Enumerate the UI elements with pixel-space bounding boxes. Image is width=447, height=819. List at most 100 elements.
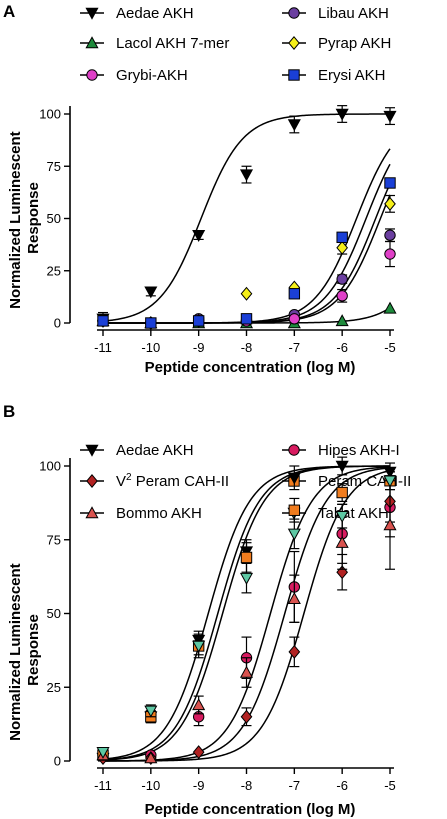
panel-a-legend-marker-erysi-akh <box>288 69 300 81</box>
panel-a-point-erysi-akh <box>145 317 157 329</box>
panel-b-point-bommo-akh <box>239 665 254 678</box>
panel-a-point-aedae-akh <box>239 169 254 182</box>
panel-a-y-axis-title-line1: Normalized Luminescent <box>7 131 24 309</box>
panel-a-point-grybi-akh <box>288 313 301 325</box>
panel-a-x-tick-label: -9 <box>193 340 205 355</box>
panel-b-point-v-peram-cah-ii <box>192 745 205 760</box>
panel-a-point-aedae-akh <box>383 110 397 123</box>
panel-b-point-tabat-akh <box>335 510 349 523</box>
panel-a-point-pyrap-akh <box>336 240 349 255</box>
panel-a-x-tick-label: -5 <box>384 340 396 355</box>
panel-a-point-aedae-akh <box>144 286 158 299</box>
panel-a-point-erysi-akh <box>336 231 348 244</box>
panel-b-legend-marker-hipes-akh-i <box>288 444 300 456</box>
panel-a-y-tick-label: 100 <box>39 107 61 122</box>
panel-a-x-tick-label: -10 <box>141 340 160 355</box>
panel-a-point-erysi-akh <box>97 315 109 327</box>
panel-b-plot: 0 25 50 75 100 -11 -10 -9 -8 -7 -6 -5 <box>39 456 397 793</box>
panel-b-x-tick-label: -6 <box>336 778 348 793</box>
panel-b-point-peram-cah-ii <box>336 486 348 499</box>
panel-a-x-tick-label: -6 <box>336 340 348 355</box>
panel-a-x-axis-title: Peptide concentration (log M) <box>145 359 356 376</box>
panel-b-x-tick-label: -5 <box>384 778 396 793</box>
panel-b-point-aedae-akh <box>335 460 349 473</box>
panel-a-y-axis-title: Normalized Luminescent Response <box>7 127 42 309</box>
panel-a-x-tick-label: -8 <box>241 340 253 355</box>
panel-b-legend-label-hipes-akh-i: Hipes AKH-I <box>318 442 400 459</box>
panel-a-legend-marker-grybi-akh <box>86 69 98 81</box>
panel-b-legend-label-aedae-akh: Aedae AKH <box>116 442 194 459</box>
panel-b-point-tabat-akh <box>287 528 301 541</box>
panel-a-legend-label-pyrap-akh: Pyrap AKH <box>318 35 391 52</box>
panel-a-x-tick-label: -7 <box>289 340 301 355</box>
panel-a-point-aedae-akh <box>335 108 349 121</box>
panel-b-y-tick-label: 0 <box>54 754 61 769</box>
panel-a-legend-marker-lacol-akh-7-mer <box>85 36 99 49</box>
panel-a-legend-label-aedae-akh: Aedae AKH <box>116 5 194 22</box>
panel-a-legend-label-grybi-akh: Grybi-AKH <box>116 67 188 84</box>
panel-a-point-lacol-akh-7-mer <box>335 314 349 327</box>
panel-b-x-tick-label: -11 <box>94 778 112 793</box>
panel-a-legend: Aedae AKH Libau AKH Lacol AKH 7-mer Pyrap A… <box>80 5 391 84</box>
panel-a-point-libau-akh <box>384 229 396 241</box>
panel-b-point-tabat-akh <box>383 475 397 488</box>
panel-b: B Aedae AKH Hipes AKH-IV2 Peram CAH-II Per… <box>3 402 411 818</box>
panel-b-x-tick-label: -8 <box>241 778 253 793</box>
panel-b-point-bommo-akh <box>383 518 397 531</box>
panel-b-y-tick-label: 25 <box>47 680 61 695</box>
panel-b-point-tabat-akh <box>144 705 158 718</box>
panel-b-point-aedae-akh <box>287 472 301 485</box>
panel-a-letter: A <box>3 2 15 21</box>
panel-b-x-tick-label: -9 <box>193 778 205 793</box>
panel-a-legend-marker-libau-akh <box>288 7 300 19</box>
panel-a-fit-curve-pyrap-akh <box>103 194 391 324</box>
panel-b-y-axis-title-line2: Response <box>25 614 42 686</box>
panel-b-point-peram-cah-ii <box>240 551 253 564</box>
panel-a-y-tick-label: 25 <box>47 263 61 278</box>
panel-b-legend-marker-aedae-akh <box>85 444 99 457</box>
panel-b-legend-label-tabat-akh: Tabat AKH <box>318 505 389 522</box>
panel-b-point-bommo-akh <box>287 592 301 604</box>
panel-b-point-tabat-akh <box>96 746 110 759</box>
panel-b-letter: B <box>3 402 15 421</box>
panel-a-point-aedae-akh <box>192 230 206 242</box>
panel-a-point-grybi-akh <box>336 290 348 302</box>
panel-b-y-tick-label: 100 <box>39 459 61 474</box>
panel-a-legend-label-libau-akh: Libau AKH <box>318 5 389 22</box>
panel-a-point-grybi-akh <box>384 248 396 260</box>
panel-b-point-tabat-akh <box>192 640 206 653</box>
panel-b-y-axis-title-line1: Normalized Luminescent <box>7 563 24 741</box>
panel-b-legend-label-v-peram-cah-ii: V2 Peram CAH-II <box>116 472 229 490</box>
panel-b-point-bommo-akh <box>144 751 158 764</box>
panel-b-x-axis-title: Peptide concentration (log M) <box>145 801 356 818</box>
panel-a-x-tick-label: -11 <box>94 340 112 355</box>
panel-b-x-tick-label: -7 <box>289 778 301 793</box>
panel-b-y-tick-label: 50 <box>47 606 61 621</box>
panel-b-point-v-peram-cah-ii <box>336 565 349 580</box>
panel-a-point-lacol-akh-7-mer <box>383 301 397 314</box>
panel-b-y-tick-label: 75 <box>47 532 61 547</box>
panel-a-legend-label-lacol-akh-7-mer: Lacol AKH 7-mer <box>116 35 229 52</box>
panel-b-legend: Aedae AKH Hipes AKH-IV2 Peram CAH-II Peram… <box>80 442 411 522</box>
panel-b-point-v-peram-cah-ii <box>240 709 253 724</box>
panel-a-point-pyrap-akh <box>384 196 396 211</box>
panel-b-legend-marker-bommo-akh <box>85 506 99 519</box>
panel-a-legend-marker-pyrap-akh <box>288 36 300 50</box>
panel-b-point-bommo-akh <box>192 698 206 711</box>
panel-a-point-erysi-akh <box>384 177 396 189</box>
panel-b-legend-marker-v-peram-cah-ii <box>86 474 98 488</box>
panel-a-point-erysi-akh <box>288 288 301 300</box>
panel-a-legend-marker-aedae-akh <box>85 7 99 20</box>
panel-b-point-peram-cah-ii <box>288 504 301 516</box>
panel-a-y-tick-label: 75 <box>47 159 61 174</box>
panel-a-point-libau-akh <box>336 273 348 285</box>
panel-a-y-tick-label: 0 <box>54 316 61 331</box>
panel-a-point-erysi-akh <box>240 313 253 325</box>
panel-a-y-axis-title-line2: Response <box>25 182 42 254</box>
panel-a-plot: 0 25 50 75 100 -11 -10 -9 -8 -7 -6 -5 <box>39 105 397 355</box>
panel-b-point-bommo-akh <box>335 535 349 548</box>
panel-b-y-axis-title: Normalized Luminescent Response <box>7 559 42 741</box>
panel-a-point-pyrap-akh <box>240 286 253 301</box>
panel-b-point-tabat-akh <box>239 572 254 585</box>
